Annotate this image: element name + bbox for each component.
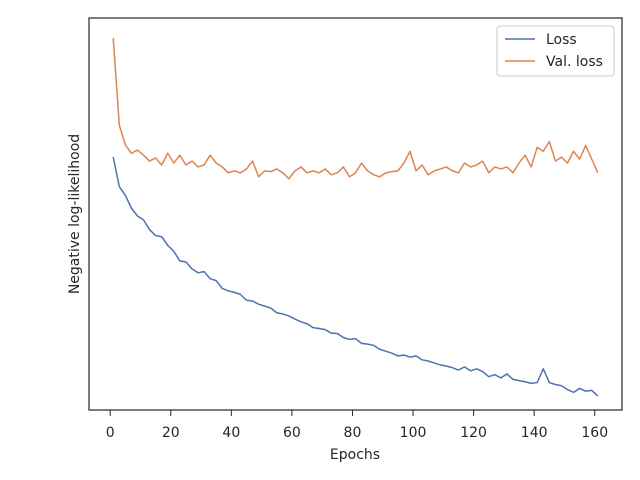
legend-label: Val. loss bbox=[546, 54, 603, 70]
legend-label: Loss bbox=[546, 32, 577, 48]
x-tick-label: 40 bbox=[222, 425, 240, 441]
x-tick-label: 20 bbox=[162, 425, 180, 441]
y-axis-label: Negative log-likelihood bbox=[67, 134, 83, 294]
x-tick-label: 100 bbox=[400, 425, 427, 441]
line-series bbox=[112, 37, 599, 180]
line-series bbox=[112, 157, 599, 397]
x-tick-label: 60 bbox=[283, 425, 301, 441]
x-tick-label: 80 bbox=[344, 425, 362, 441]
x-tick-label: 160 bbox=[581, 425, 608, 441]
x-axis-label: Epochs bbox=[330, 447, 380, 463]
x-tick-label: 140 bbox=[521, 425, 548, 441]
plot-frame bbox=[88, 17, 623, 411]
x-tick-label: 120 bbox=[460, 425, 487, 441]
x-tick-label: 0 bbox=[106, 425, 115, 441]
